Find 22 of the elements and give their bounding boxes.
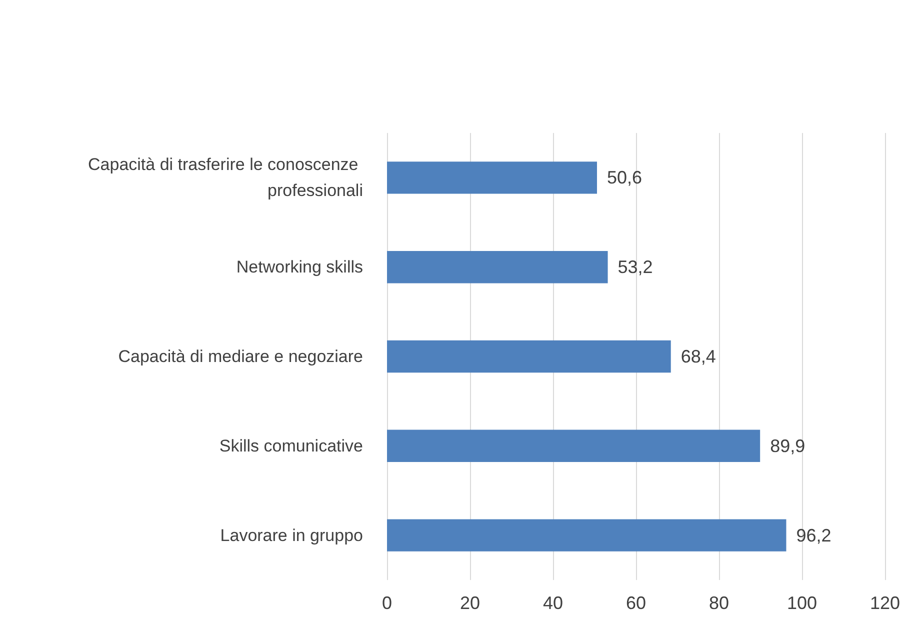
x-tick-label: 120 xyxy=(870,593,900,613)
x-tick-label: 40 xyxy=(542,593,564,613)
x-tick-label: 100 xyxy=(786,593,818,613)
bar xyxy=(387,519,786,552)
y-tick-label: Networking skills xyxy=(236,258,363,277)
data-label: 68,4 xyxy=(680,346,716,366)
data-label: 89,9 xyxy=(770,436,806,456)
bar xyxy=(387,251,608,284)
y-tick-label: Skills comunicative xyxy=(219,436,363,456)
y-tick-label: Capacità di mediare e negoziare xyxy=(118,347,363,366)
data-label: 53,2 xyxy=(618,257,653,278)
data-label: 50,6 xyxy=(606,168,642,188)
bar xyxy=(387,162,597,194)
bar xyxy=(387,340,671,373)
bar xyxy=(387,430,760,462)
x-tick-label: 0 xyxy=(382,593,392,613)
y-tick-label: Capacità di trasferire le conoscenze professionali xyxy=(88,155,363,200)
x-tick-label: 20 xyxy=(460,593,480,613)
x-tick-label: 80 xyxy=(708,593,730,613)
data-label: 96,2 xyxy=(796,525,832,546)
y-tick-label: Lavorare in gruppo xyxy=(220,526,363,545)
x-tick-label: 60 xyxy=(626,593,646,613)
